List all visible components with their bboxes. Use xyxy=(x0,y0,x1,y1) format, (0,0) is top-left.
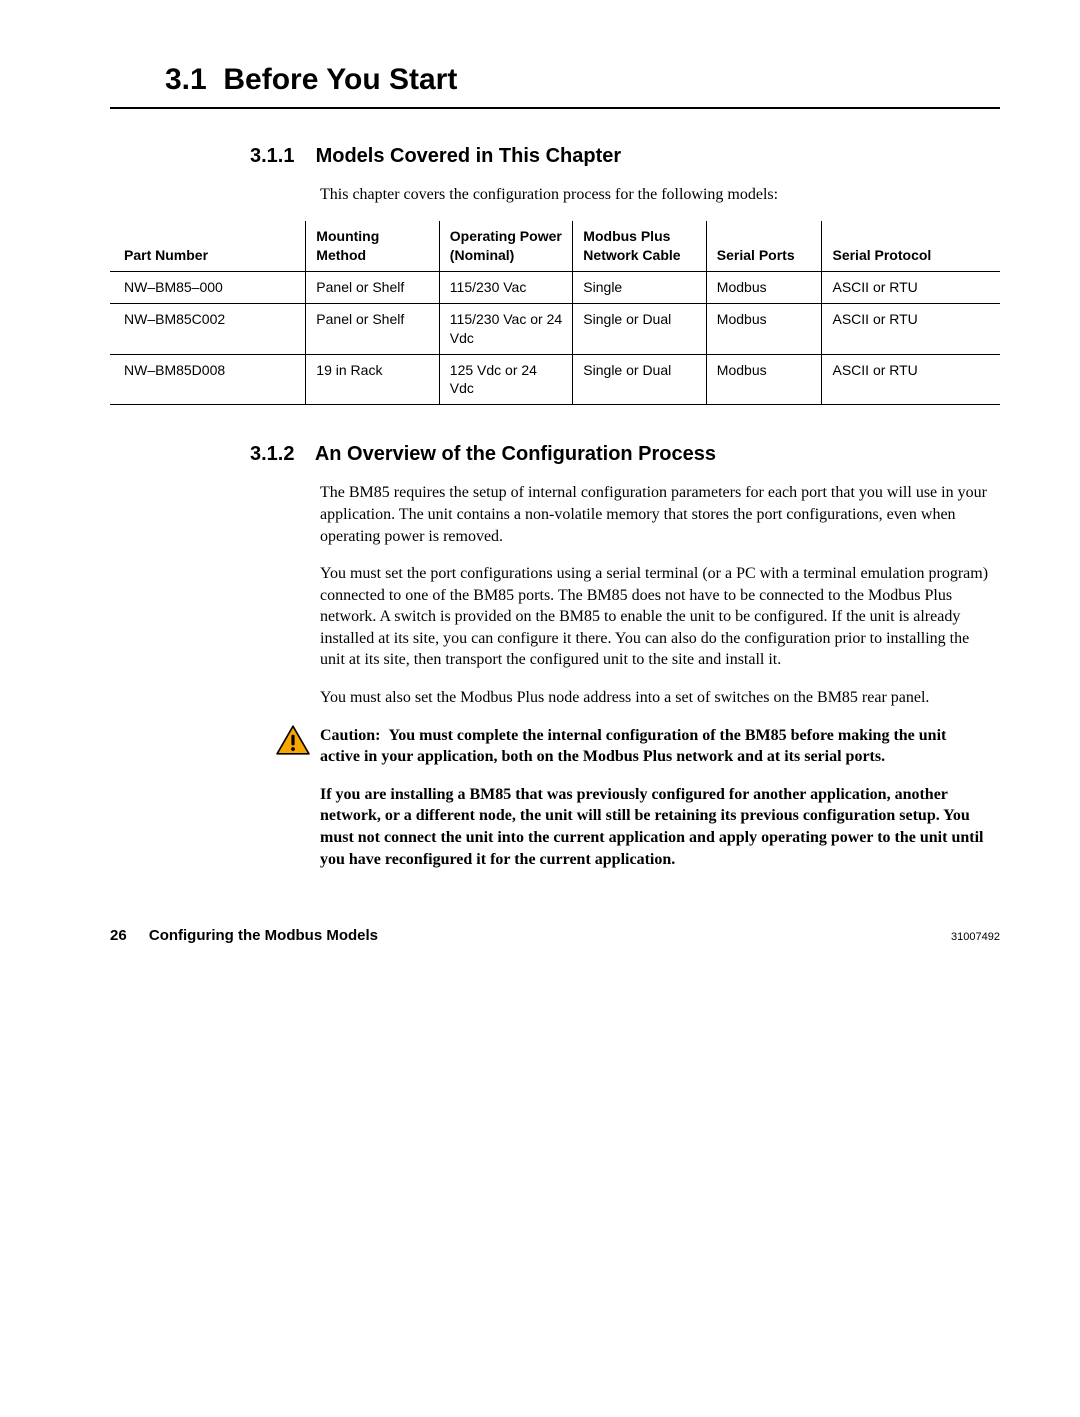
th-mount: Mounting Method xyxy=(306,221,440,271)
sub2-p2: You must set the port configurations usi… xyxy=(320,563,990,671)
doc-number: 31007492 xyxy=(951,930,1000,945)
table-header-row: Part Number Mounting Method Operating Po… xyxy=(110,221,1000,271)
cell-mount: Panel or Shelf xyxy=(306,271,440,303)
cell-cable: Single xyxy=(573,271,707,303)
models-table: Part Number Mounting Method Operating Po… xyxy=(110,221,1000,405)
caution-block: Caution: You must complete the internal … xyxy=(110,725,1000,887)
subsection-2-number: 3.1.2 xyxy=(250,441,310,468)
th-part: Part Number xyxy=(110,221,306,271)
cell-part: NW–BM85–000 xyxy=(110,271,306,303)
cell-ports: Modbus xyxy=(706,354,822,405)
cell-power: 125 Vdc or 24 Vdc xyxy=(439,354,573,405)
subsection-1-title: Models Covered in This Chapter xyxy=(316,145,622,167)
cell-part: NW–BM85D008 xyxy=(110,354,306,405)
cell-mount: Panel or Shelf xyxy=(306,303,440,354)
section-number: 3.1 xyxy=(165,63,207,96)
footer-title: Configuring the Modbus Models xyxy=(149,927,378,944)
cell-protocol: ASCII or RTU xyxy=(822,271,1000,303)
caution-p1: Caution: You must complete the internal … xyxy=(320,725,990,768)
cell-power: 115/230 Vac xyxy=(439,271,573,303)
cell-power: 115/230 Vac or 24 Vdc xyxy=(439,303,573,354)
cell-cable: Single or Dual xyxy=(573,354,707,405)
sub2-p1: The BM85 requires the setup of internal … xyxy=(320,482,990,547)
th-power: Operating Power (Nominal) xyxy=(439,221,573,271)
cell-ports: Modbus xyxy=(706,303,822,354)
page-footer: 26 Configuring the Modbus Models 3100749… xyxy=(110,926,1000,946)
subsection-1-heading: 3.1.1 Models Covered in This Chapter xyxy=(110,143,1000,170)
page-number: 26 xyxy=(110,927,127,944)
cell-cable: Single or Dual xyxy=(573,303,707,354)
cell-mount: 19 in Rack xyxy=(306,354,440,405)
caution-p1-text: You must complete the internal configura… xyxy=(320,727,946,766)
caution-lead: Caution: xyxy=(320,727,380,744)
cell-part: NW–BM85C002 xyxy=(110,303,306,354)
th-protocol: Serial Protocol xyxy=(822,221,1000,271)
cell-ports: Modbus xyxy=(706,271,822,303)
table-row: NW–BM85–000 Panel or Shelf 115/230 Vac S… xyxy=(110,271,1000,303)
section-rule xyxy=(110,107,1000,109)
table-row: NW–BM85C002 Panel or Shelf 115/230 Vac o… xyxy=(110,303,1000,354)
warning-icon xyxy=(276,725,310,762)
caution-p2: If you are installing a BM85 that was pr… xyxy=(320,784,990,870)
cell-protocol: ASCII or RTU xyxy=(822,354,1000,405)
th-ports: Serial Ports xyxy=(706,221,822,271)
sub2-p3: You must also set the Modbus Plus node a… xyxy=(320,687,990,709)
cell-protocol: ASCII or RTU xyxy=(822,303,1000,354)
th-cable: Modbus Plus Network Cable xyxy=(573,221,707,271)
section-name: Before You Start xyxy=(223,63,457,96)
table-row: NW–BM85D008 19 in Rack 125 Vdc or 24 Vdc… xyxy=(110,354,1000,405)
subsection-2-heading: 3.1.2 An Overview of the Configuration P… xyxy=(110,441,1000,468)
sub1-intro: This chapter covers the configuration pr… xyxy=(320,184,990,206)
subsection-2-title: An Overview of the Configuration Process xyxy=(315,443,716,465)
section-title: 3.1 Before You Start xyxy=(110,60,1000,101)
subsection-1-number: 3.1.1 xyxy=(250,143,310,170)
